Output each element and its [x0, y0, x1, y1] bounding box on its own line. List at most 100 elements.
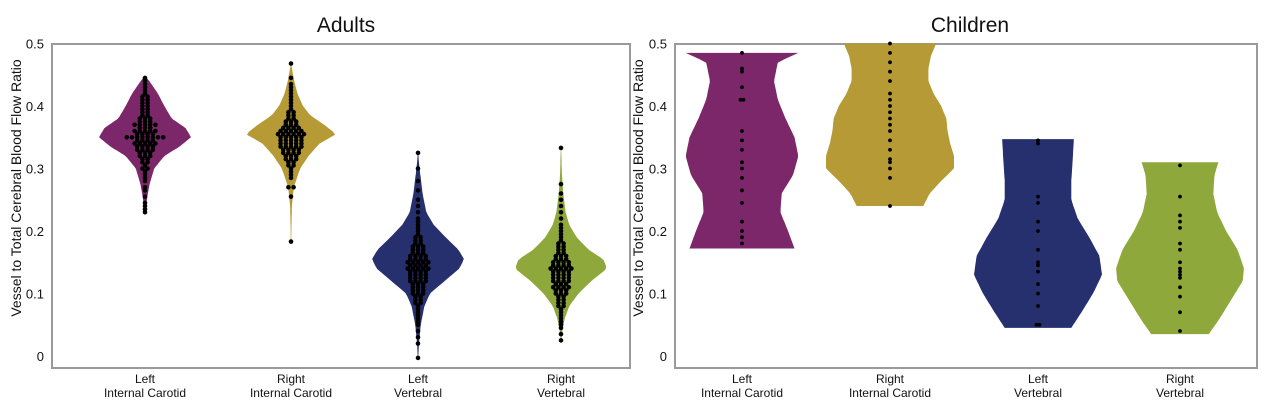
- adults-data-point: [550, 272, 556, 278]
- adults-category-label: Left: [408, 372, 429, 386]
- adults-data-point: [413, 294, 418, 299]
- adults-data-point: [283, 153, 289, 159]
- adults-data-point: [558, 338, 564, 343]
- adults-data-point: [150, 147, 156, 153]
- adults-data-point: [550, 285, 556, 290]
- children-data-point: [1036, 304, 1040, 308]
- children-data-point: [1178, 213, 1182, 218]
- children-data-point: [888, 129, 892, 133]
- adults-data-point: [405, 260, 410, 265]
- adults-data-point: [301, 131, 307, 137]
- adults-data-point: [426, 260, 431, 265]
- adults-data-point: [140, 94, 145, 99]
- adults-data-point: [418, 294, 423, 299]
- adults-data-point: [288, 61, 294, 66]
- adults-data-point: [291, 110, 296, 115]
- adults-data-point: [410, 260, 416, 265]
- adults-data-point: [415, 260, 421, 265]
- adults-data-point: [415, 216, 421, 221]
- adults-data-point: [132, 128, 137, 134]
- children-data-point: [888, 138, 892, 143]
- adults-data-point: [140, 97, 145, 103]
- adults-data-point: [407, 253, 413, 259]
- adults-data-point: [286, 185, 291, 190]
- adults-data-point: [553, 288, 559, 293]
- children-data-point: [1036, 201, 1040, 205]
- children-category-label: Right: [876, 372, 905, 386]
- adults-data-point: [291, 125, 296, 131]
- adults-panel: Adults Vessel to Total Cerebral Blood Fl…: [8, 14, 631, 400]
- children-data-point: [1178, 272, 1182, 277]
- children-panel: Children Vessel to Total Cerebral Blood …: [630, 14, 1258, 400]
- adults-data-point: [299, 128, 304, 134]
- adults-data-point: [563, 281, 569, 287]
- adults-data-point: [145, 110, 150, 115]
- adults-data-point: [558, 310, 564, 315]
- adults-data-point: [296, 131, 302, 137]
- adults-points-1: [275, 61, 307, 244]
- adults-category-label: Left: [135, 372, 156, 386]
- children-data-point: [1036, 194, 1040, 199]
- adults-data-point: [134, 144, 140, 149]
- children-data-point: [740, 147, 744, 152]
- adults-data-point: [415, 178, 421, 184]
- adults-data-point: [142, 141, 148, 146]
- adults-data-point: [566, 272, 572, 278]
- adults-data-point: [142, 172, 148, 178]
- adults-data-point: [137, 116, 143, 121]
- children-data-point: [1036, 260, 1040, 265]
- children-data-point: [888, 122, 892, 127]
- adults-data-point: [410, 281, 416, 287]
- adults-data-point: [426, 266, 431, 271]
- adults-data-point: [558, 331, 564, 337]
- adults-data-point: [142, 116, 148, 121]
- adults-data-point: [561, 294, 566, 299]
- adults-data-point: [566, 285, 572, 290]
- adults-data-point: [291, 160, 296, 165]
- children-data-point: [888, 166, 892, 171]
- adults-data-point: [140, 110, 145, 115]
- adults-data-point: [288, 194, 294, 199]
- adults-data-point: [407, 272, 413, 278]
- adults-data-point: [291, 147, 296, 153]
- children-data-point: [888, 110, 892, 115]
- adults-data-point: [423, 269, 429, 274]
- adults-data-point: [415, 281, 421, 287]
- children-points-3: [1178, 163, 1182, 333]
- children-data-point: [1036, 263, 1040, 268]
- adults-data-point: [288, 119, 294, 124]
- children-data-point: [1178, 269, 1182, 274]
- adults-data-point: [410, 244, 416, 249]
- children-y-tick-label: 0.2: [649, 224, 667, 239]
- children-points-2: [1034, 138, 1042, 327]
- adults-data-point: [280, 125, 286, 131]
- children-data-point: [888, 116, 892, 121]
- adults-data-point: [415, 322, 421, 328]
- children-data-point: [738, 97, 743, 102]
- adults-data-point: [415, 335, 421, 340]
- adults-data-point: [150, 135, 156, 140]
- children-data-point: [1178, 266, 1182, 271]
- adults-data-point: [137, 122, 143, 128]
- children-data-point: [1036, 141, 1040, 146]
- children-data-point: [888, 97, 892, 102]
- adults-data-point: [558, 281, 564, 287]
- children-data-point: [1178, 163, 1182, 168]
- adults-data-point: [145, 144, 150, 149]
- children-data-point: [740, 229, 744, 233]
- adults-y-tick-label: 0.5: [26, 37, 44, 52]
- children-points-0: [738, 51, 746, 246]
- adults-data-point: [558, 145, 564, 151]
- adults-data-point: [550, 269, 556, 274]
- adults-data-point: [283, 119, 289, 124]
- children-category-label: Internal Carotid: [849, 386, 931, 400]
- adults-data-point: [561, 260, 566, 265]
- adults-data-point: [293, 122, 299, 128]
- adults-data-point: [561, 247, 566, 253]
- adults-data-point: [145, 135, 150, 140]
- children-data-point: [1034, 322, 1039, 327]
- adults-data-point: [147, 116, 153, 121]
- children-data-point: [740, 176, 744, 180]
